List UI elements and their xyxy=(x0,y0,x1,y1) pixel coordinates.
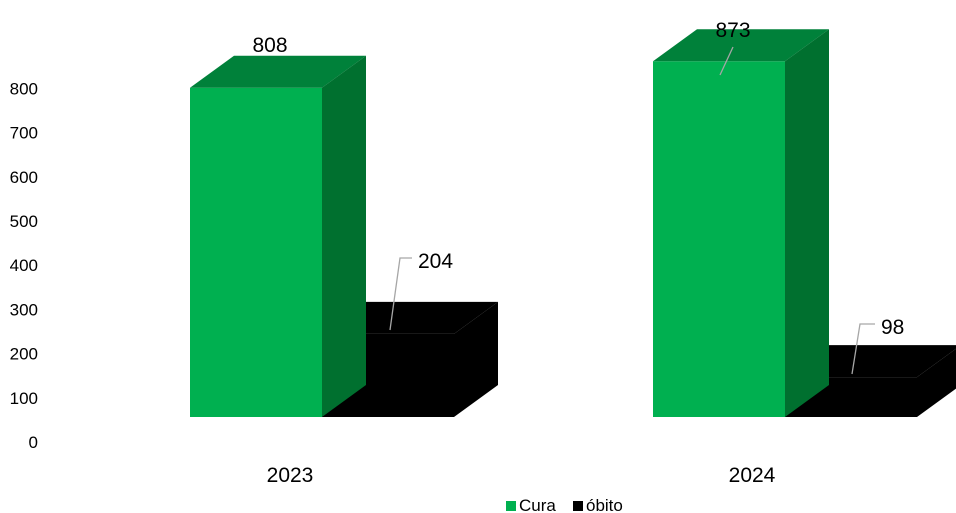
bar-top xyxy=(190,55,366,88)
y-axis-ticks: 0 100 200 300 400 500 600 700 800 xyxy=(10,79,38,452)
leader-line xyxy=(719,46,734,76)
legend-item-óbito: óbito xyxy=(573,496,623,513)
y-tick-label: 0 xyxy=(29,433,38,452)
y-tick-label: 300 xyxy=(10,300,38,319)
bar-front xyxy=(190,87,322,418)
data-label: 204 xyxy=(418,250,453,273)
legend-label: Cura xyxy=(519,496,556,513)
y-tick-label: 100 xyxy=(10,389,38,408)
x-category-label: 2023 xyxy=(267,464,314,487)
y-tick-label: 600 xyxy=(10,168,38,187)
legend-swatch xyxy=(573,501,583,511)
bar-Cura-2023 xyxy=(190,55,366,418)
bar-Cura-2024 xyxy=(653,29,829,417)
x-axis-categories: 2023 2024 xyxy=(267,464,776,487)
bars xyxy=(190,29,956,418)
data-labels: 808 204 873 98 xyxy=(252,19,904,375)
legend: Cura óbito xyxy=(506,496,623,513)
y-tick-label: 400 xyxy=(10,256,38,275)
bar-side xyxy=(785,29,829,417)
y-tick-label: 700 xyxy=(10,124,38,143)
y-tick-label: 800 xyxy=(10,79,38,98)
leader-line xyxy=(851,323,875,375)
bar-side xyxy=(917,348,956,417)
legend-item-Cura: Cura xyxy=(506,496,556,513)
data-label: 873 xyxy=(715,19,750,42)
y-tick-label: 200 xyxy=(10,345,38,364)
bar-side xyxy=(454,301,498,417)
data-label: 808 xyxy=(252,34,287,57)
y-tick-label: 500 xyxy=(10,212,38,231)
x-category-label: 2024 xyxy=(729,464,776,487)
data-label: 98 xyxy=(881,316,904,339)
bar-front xyxy=(653,61,785,417)
bar-side xyxy=(322,55,366,418)
legend-swatch xyxy=(506,501,516,511)
legend-label: óbito xyxy=(586,496,623,513)
leader-line xyxy=(389,257,412,331)
bar-top xyxy=(653,29,829,62)
